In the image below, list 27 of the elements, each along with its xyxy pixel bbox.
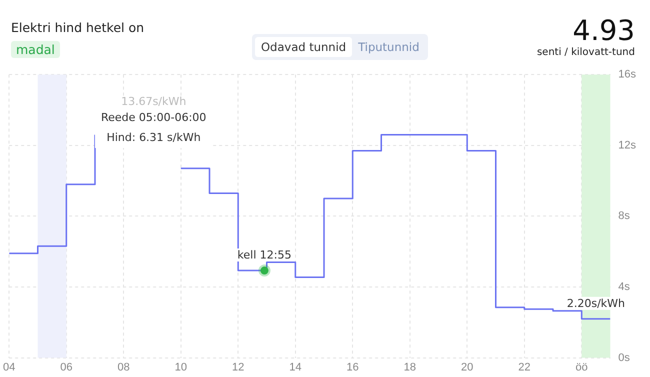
chart-title: Elektri hind hetkel on: [11, 20, 144, 35]
x-tick-label: 08: [117, 361, 130, 374]
x-tick-label: 18: [404, 361, 416, 374]
y-tick-label: 8s: [618, 210, 630, 222]
annotation: kell 12:55: [237, 248, 292, 262]
annotation: Reede 05:00-06:00: [101, 110, 206, 126]
x-tick-label: 04: [2, 361, 16, 374]
x-tick-label: 16: [346, 361, 359, 374]
y-tick-label: 12s: [618, 139, 636, 152]
y-tick-label: 16s: [618, 68, 636, 81]
x-tick-label: 06: [60, 361, 72, 374]
x-tick-label: 20: [461, 361, 474, 374]
x-tick-label: öö: [576, 361, 588, 374]
x-tick-label: 22: [518, 361, 531, 374]
text: Tiputunnid: [357, 39, 420, 56]
x-tick-label: 12: [232, 361, 244, 374]
y-tick-label: 4s: [618, 281, 630, 294]
text: 4.93: [572, 14, 635, 47]
annotation: Hind: 6.31 s/kWh: [106, 130, 202, 146]
text: madal: [11, 41, 60, 58]
x-tick-label: 10: [174, 361, 187, 374]
y-tick-label: 0s: [618, 352, 630, 364]
text: Odavad tunnid: [255, 37, 352, 57]
annotation: 2.20s/kWh: [566, 296, 626, 310]
x-tick-label: 14: [289, 361, 302, 374]
text: senti / kilovatt-tund: [536, 47, 635, 58]
annotation: 13.67s/kWh: [120, 95, 188, 108]
